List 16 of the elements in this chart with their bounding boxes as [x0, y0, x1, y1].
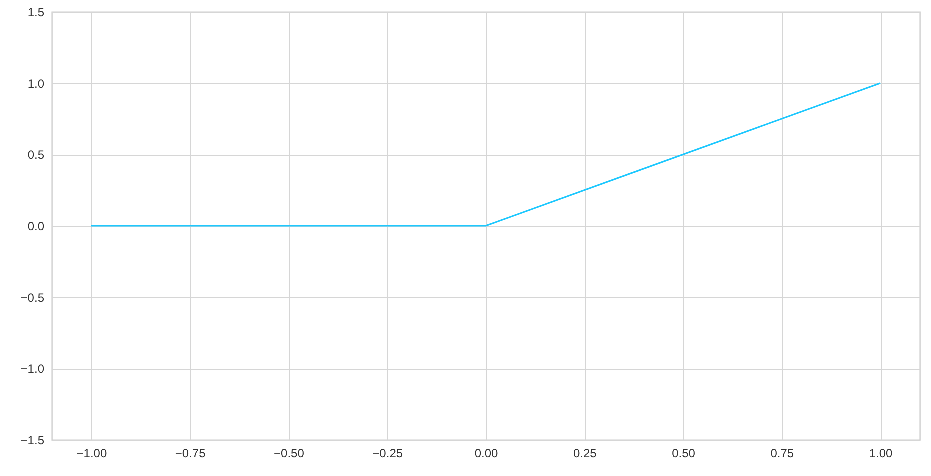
- x-tick-label: 0.00: [474, 446, 498, 460]
- x-tick-label: −0.25: [372, 446, 404, 460]
- y-tick-label: 0.0: [28, 220, 45, 234]
- x-tick-label: −0.50: [274, 446, 305, 460]
- x-tick-label: 0.75: [770, 446, 794, 460]
- y-tick-label: 0.5: [28, 148, 45, 162]
- x-tick-label: −0.75: [175, 446, 206, 460]
- x-tick-label: 0.25: [573, 446, 598, 460]
- x-tick-label: −1.00: [76, 446, 108, 460]
- y-tick-label: 1.0: [28, 76, 45, 91]
- x-tick-label: 1.00: [869, 446, 894, 460]
- y-tick-label: −0.5: [20, 290, 45, 305]
- y-tick-label: 1.5: [28, 6, 45, 20]
- y-tick-label: −1.0: [20, 362, 45, 376]
- x-tick-label: 0.50: [672, 446, 696, 460]
- y-tick-label: −1.5: [20, 434, 45, 448]
